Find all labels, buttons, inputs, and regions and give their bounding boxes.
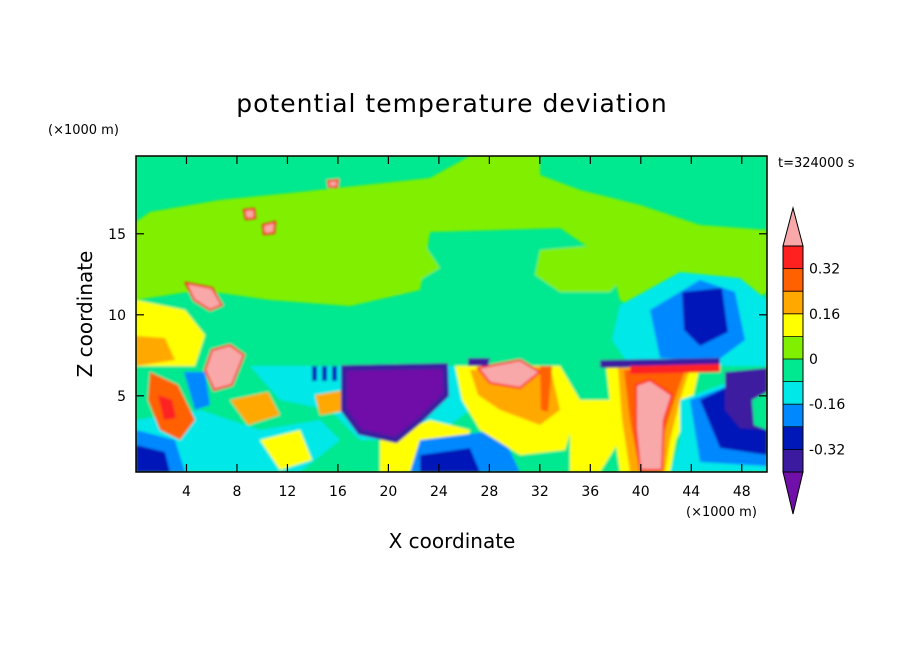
contour-fill bbox=[136, 156, 767, 472]
colorbar-band bbox=[783, 291, 803, 315]
colorbar-band bbox=[783, 449, 803, 473]
x-tick-label: 36 bbox=[581, 484, 599, 500]
orange-column-left bbox=[136, 336, 175, 366]
colorbar-band bbox=[783, 381, 803, 405]
colorbar-band bbox=[783, 359, 803, 383]
x-tick-label: 28 bbox=[480, 484, 498, 500]
cool-patch-upper-left bbox=[136, 156, 470, 222]
navy-core-upper-right bbox=[682, 288, 728, 346]
pink-blob-middle bbox=[476, 358, 542, 390]
x-tick-group: 4 8 12 16 20 24 28 32 36 40 44 48 bbox=[182, 156, 751, 500]
indigo-ring bbox=[341, 362, 450, 444]
y-unit-label: (×1000 m) bbox=[48, 123, 119, 138]
layer-speck-b bbox=[322, 366, 327, 381]
green-core-upper-middle bbox=[220, 238, 440, 300]
x-axis-label: X coordinate bbox=[389, 529, 516, 553]
green-notch-right-edge bbox=[752, 392, 767, 430]
colorbar-extend-top bbox=[782, 206, 804, 247]
x-tick-label: 48 bbox=[733, 484, 751, 500]
colorbar-label: 0 bbox=[809, 352, 818, 368]
x-tick-label: 12 bbox=[279, 484, 297, 500]
contour-plot-area bbox=[136, 156, 767, 472]
navy-lower-left bbox=[136, 445, 170, 472]
pink-blob-left-column bbox=[203, 343, 246, 392]
blue-patch-left bbox=[184, 372, 210, 410]
yellow-lower-right bbox=[570, 400, 620, 472]
red-core-left bbox=[158, 395, 176, 420]
layer-speck-c bbox=[332, 366, 337, 381]
x-tick-label: 24 bbox=[430, 484, 448, 500]
x-tick-label: 44 bbox=[682, 484, 700, 500]
pink-speck-top-a bbox=[242, 207, 257, 221]
x-tick-label: 20 bbox=[379, 484, 397, 500]
time-label: t=324000 s bbox=[778, 156, 855, 171]
cool-patch-upper-right bbox=[540, 156, 767, 230]
colorbar-band bbox=[783, 268, 803, 292]
x-unit-label: (×1000 m) bbox=[686, 505, 757, 520]
x-tick-label: 40 bbox=[632, 484, 650, 500]
orange-spike-middle bbox=[540, 366, 552, 412]
x-tick-label: 16 bbox=[329, 484, 347, 500]
pink-blob-upper-left bbox=[184, 281, 224, 312]
colorbar-band bbox=[783, 426, 803, 450]
navy-patch-bottom bbox=[420, 448, 480, 472]
purple-cold-blob bbox=[344, 366, 446, 440]
colorbar-band bbox=[783, 313, 803, 337]
colorbar-label: 0.32 bbox=[809, 262, 840, 278]
colorbar: 0.32 0.16 0 -0.16 -0.32 bbox=[782, 206, 845, 515]
colorbar-label: -0.32 bbox=[809, 442, 845, 458]
colorbar-extend-bottom bbox=[782, 471, 804, 515]
y-tick-group: 5 10 15 bbox=[108, 227, 767, 405]
green-core-upper-right bbox=[535, 245, 625, 292]
colorbar-band bbox=[783, 404, 803, 428]
colorbar-band bbox=[783, 336, 803, 360]
pink-column-right bbox=[635, 378, 674, 471]
pink-speck-top-b bbox=[261, 220, 277, 236]
hot-layer-right bbox=[630, 364, 720, 374]
y-tick-label: 15 bbox=[108, 227, 126, 243]
y-tick-label: 10 bbox=[108, 308, 126, 324]
colorbar-label: 0.16 bbox=[809, 307, 840, 323]
y-axis-label: Z coordinate bbox=[73, 251, 97, 378]
x-tick-label: 4 bbox=[182, 484, 191, 500]
y-tick-label: 5 bbox=[117, 389, 126, 405]
colorbar-label: -0.16 bbox=[809, 397, 845, 413]
plot-frame bbox=[135, 155, 768, 473]
indigo-speck-middle bbox=[468, 358, 490, 366]
yellow-patch-lower-left bbox=[260, 430, 312, 470]
colorbar-band bbox=[783, 246, 803, 270]
layer-speck-a bbox=[312, 366, 317, 381]
pink-speck-top-c bbox=[326, 178, 340, 188]
chart-title: potential temperature deviation bbox=[236, 89, 667, 118]
orange-patch-lower-left bbox=[230, 392, 280, 425]
x-tick-label: 32 bbox=[531, 484, 549, 500]
x-tick-label: 8 bbox=[232, 484, 241, 500]
